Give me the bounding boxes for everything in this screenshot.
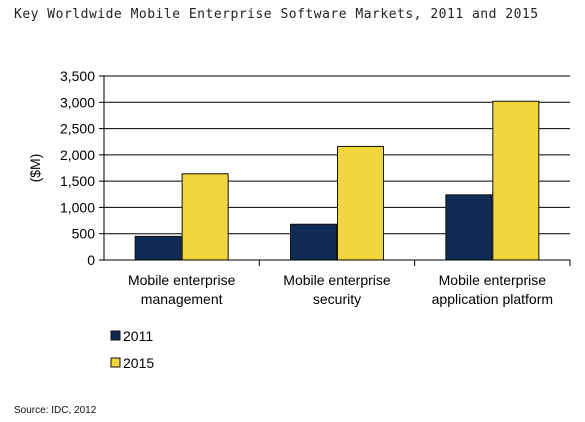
bar-2015-1: [337, 145, 384, 261]
source-note: Source: IDC, 2012: [14, 405, 97, 416]
legend-label-2015: 2015: [123, 355, 154, 371]
legend: 2011 2015: [110, 328, 154, 371]
legend-label-2011: 2011: [123, 328, 153, 344]
category-label: Mobile enterprise: [439, 272, 547, 288]
category-label: security: [313, 291, 361, 307]
y-tick-label: 3,500: [60, 68, 95, 84]
y-tick-labels: 0 500 1,000 1,500 2,000 2,500 3,000 3,500: [60, 68, 95, 268]
legend-swatch-2011: [110, 330, 121, 341]
y-tick-label: 3,000: [60, 94, 95, 110]
y-tick-label: 0: [87, 252, 95, 268]
category-label: Mobile enterprise: [128, 272, 236, 288]
bars: [134, 100, 540, 261]
category-label: application platform: [432, 291, 553, 307]
y-tick-label: 2,500: [60, 121, 95, 137]
bar-2015-0: [181, 173, 229, 261]
legend-swatch-2015: [110, 357, 121, 368]
bar-2015-2: [492, 100, 540, 261]
bar-2011-0: [134, 235, 182, 261]
y-tick-label: 500: [72, 226, 96, 242]
y-tick-label: 2,000: [60, 147, 95, 163]
category-labels: Mobile enterprise management Mobile enterp…: [128, 272, 553, 307]
y-tick-label: 1,500: [60, 173, 95, 189]
axes: [99, 75, 571, 266]
bar-2011-2: [445, 194, 493, 261]
y-tick-label: 1,000: [60, 199, 95, 215]
category-label: Mobile enterprise: [283, 272, 391, 288]
y-axis-label: ($M): [27, 154, 43, 183]
chart-title: Key Worldwide Mobile Enterprise Software…: [14, 7, 539, 22]
category-label: management: [141, 291, 223, 307]
bar-2011-1: [290, 223, 337, 261]
